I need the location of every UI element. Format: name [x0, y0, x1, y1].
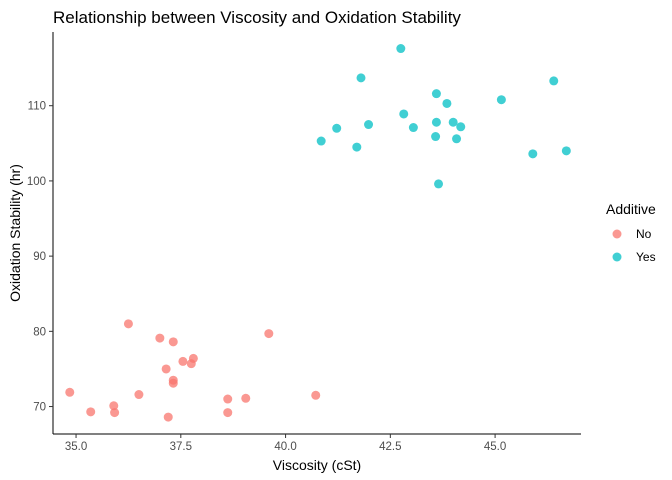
data-point-no [178, 356, 188, 366]
data-point-no [241, 393, 251, 403]
data-point-no [123, 319, 133, 329]
data-point-no [188, 353, 198, 363]
data-point-yes [316, 136, 326, 146]
y-tick-label: 80 [33, 326, 46, 338]
legend-key-yes [612, 252, 622, 262]
data-point-yes [496, 95, 506, 105]
legend-key-no [612, 229, 622, 239]
y-axis-ticks: 70 80 90 100 110 [27, 101, 53, 414]
y-axis-title: Oxidation Stability (hr) [7, 164, 23, 302]
data-point-yes [561, 146, 571, 156]
data-point-no [109, 401, 119, 411]
data-point-no [163, 412, 173, 422]
data-point-no [161, 364, 171, 374]
data-point-yes [408, 123, 418, 133]
x-tick-label: 35.0 [65, 441, 87, 453]
data-point-yes [431, 89, 441, 99]
data-points [65, 44, 571, 422]
data-point-no [264, 329, 274, 339]
data-point-yes [364, 120, 374, 130]
x-tick-label: 40.0 [274, 441, 296, 453]
data-point-yes [399, 109, 409, 119]
data-point-yes [442, 98, 452, 108]
x-tick-label: 45.0 [484, 441, 506, 453]
data-point-no [110, 408, 120, 418]
data-point-no [86, 407, 96, 417]
legend-label-yes: Yes [636, 250, 656, 264]
data-point-yes [431, 117, 441, 127]
legend-title: Additive [606, 201, 656, 217]
data-point-yes [456, 122, 466, 132]
y-tick-label: 100 [27, 176, 46, 188]
x-axis-title: Viscosity (cSt) [273, 457, 361, 473]
x-axis-ticks: 35.0 37.5 40.0 42.5 45.0 [65, 434, 506, 453]
chart-title: Relationship between Viscosity and Oxida… [53, 8, 461, 27]
data-point-no [168, 337, 178, 347]
legend-label-no: No [636, 227, 652, 241]
data-point-yes [356, 73, 366, 83]
data-point-no [168, 378, 178, 388]
data-point-no [155, 333, 165, 343]
x-tick-label: 42.5 [379, 441, 401, 453]
legend: Additive No Yes [606, 201, 656, 264]
data-point-no [134, 390, 144, 400]
data-point-yes [452, 134, 462, 144]
data-point-no [311, 390, 321, 400]
y-tick-label: 110 [28, 101, 46, 113]
data-point-yes [431, 132, 441, 142]
data-point-yes [528, 149, 538, 159]
data-point-yes [352, 142, 362, 152]
data-point-no [223, 408, 233, 418]
x-tick-label: 37.5 [170, 441, 192, 453]
data-point-yes [549, 76, 559, 86]
data-point-no [65, 387, 75, 397]
data-point-yes [396, 44, 406, 54]
data-point-yes [448, 117, 458, 127]
data-point-yes [434, 179, 444, 189]
data-point-no [223, 394, 233, 404]
legend-items: No Yes [612, 227, 656, 264]
data-point-yes [332, 123, 342, 133]
plot-area: 35.0 37.5 40.0 42.5 45.0 70 80 90 100 110 [27, 32, 581, 453]
y-tick-label: 70 [33, 402, 46, 414]
y-tick-label: 90 [33, 251, 46, 263]
